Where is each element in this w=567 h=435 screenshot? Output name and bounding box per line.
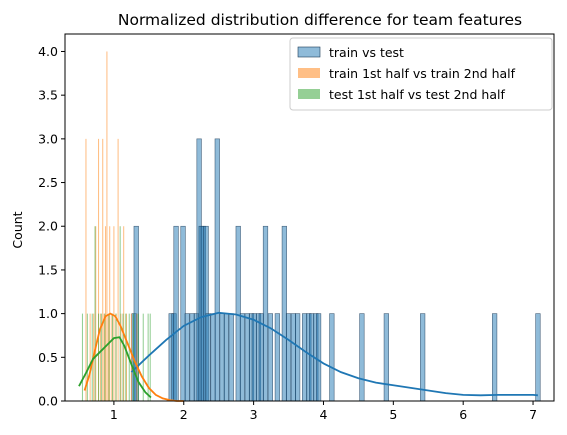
histogram-bar (102, 138, 104, 402)
histogram-bar (111, 313, 114, 401)
histogram-bar (115, 313, 117, 401)
histogram-bar (85, 138, 87, 402)
histogram-bar (119, 226, 121, 401)
histogram-bar (125, 313, 127, 401)
histogram-bar (91, 313, 93, 401)
histogram-bar (103, 313, 105, 401)
histogram-bar (123, 226, 125, 401)
x-tick-label: 7 (529, 407, 537, 422)
x-tick-label: 5 (389, 407, 397, 422)
histogram-bar (420, 313, 426, 402)
histogram-bar (205, 313, 211, 402)
axes-frame (64, 33, 555, 402)
legend-swatch (297, 46, 321, 58)
series-1-kde-line (83, 312, 184, 402)
histogram-bar (100, 313, 102, 401)
histogram-bar (86, 313, 88, 401)
histogram-bar (113, 226, 115, 401)
y-tick-label: 1.0 (38, 306, 58, 321)
histogram-bar (274, 313, 280, 402)
chart-title: Normalized distribution difference for t… (118, 11, 522, 29)
x-tick-label: 2 (180, 407, 188, 422)
histogram-bar (295, 313, 301, 402)
histogram-bar (107, 313, 109, 401)
histogram-bar (492, 313, 498, 402)
histogram-bar (95, 226, 97, 401)
histogram-bar (122, 313, 124, 401)
x-tick-label: 4 (319, 407, 327, 422)
series-1-bars (85, 51, 138, 402)
histogram-bar (136, 313, 138, 401)
histogram-bar (94, 226, 96, 401)
y-tick-label: 2.0 (38, 219, 58, 234)
legend-label: train vs test (329, 45, 404, 60)
histogram-bar (120, 313, 122, 401)
histogram-bar (173, 225, 179, 402)
histogram-bar (214, 138, 220, 402)
histogram-bar (383, 313, 389, 402)
legend-swatch (298, 89, 320, 99)
histogram-bar (104, 226, 107, 401)
series-2-kde-line (78, 336, 152, 399)
y-axis-title: Count (10, 211, 25, 248)
histogram-bar (228, 313, 234, 402)
histogram-bar (315, 313, 322, 402)
legend: train vs test train 1st half vs train 2nd… (289, 37, 553, 111)
y-tick-label: 0.0 (38, 394, 58, 409)
legend-swatch (298, 68, 320, 78)
x-tick-label: 1 (110, 407, 118, 422)
histogram-bar (106, 51, 108, 401)
histogram-bar (359, 313, 365, 402)
histogram-bar (98, 138, 100, 402)
histogram-bar (149, 313, 151, 401)
x-tick-label: 3 (250, 407, 258, 422)
y-tick-label: 1.5 (38, 262, 58, 277)
series-0-kde-line (130, 311, 539, 397)
legend-box (289, 37, 553, 111)
plot-area: 1 2 3 4 5 6 7 0.0 0.5 1.0 1.5 2.0 2.5 3.0 3.5 4.0 (38, 33, 555, 422)
histogram-bar (100, 313, 102, 401)
histogram-bar (535, 313, 541, 402)
histogram-bar (239, 313, 246, 402)
histogram-bar (98, 313, 100, 401)
histogram-bar (329, 313, 335, 402)
y-tick-label: 3.5 (38, 88, 58, 103)
histogram-bar (108, 313, 110, 401)
y-tick-label: 3.0 (38, 131, 58, 146)
legend-label: train 1st half vs train 2nd half (329, 66, 516, 81)
histogram-bar (142, 313, 144, 401)
histogram-bar (111, 313, 113, 401)
legend-label: test 1st half vs test 2nd half (329, 87, 505, 102)
histogram-bar (89, 313, 91, 401)
histogram-bar (104, 313, 106, 401)
histogram-bar (137, 313, 139, 401)
histogram-bar (262, 225, 269, 402)
histogram-bar (117, 138, 119, 402)
histogram-bar (184, 313, 190, 402)
y-tick-label: 2.5 (38, 175, 58, 190)
histogram-bar (125, 313, 127, 401)
y-tick-label: 0.5 (38, 350, 58, 365)
histogram-bar (81, 313, 83, 401)
histogram-bar (285, 313, 292, 402)
y-tick-label: 4.0 (38, 44, 58, 59)
histogram-bar (130, 313, 132, 401)
histogram-bar (223, 313, 229, 402)
x-tick-label: 6 (459, 407, 467, 422)
